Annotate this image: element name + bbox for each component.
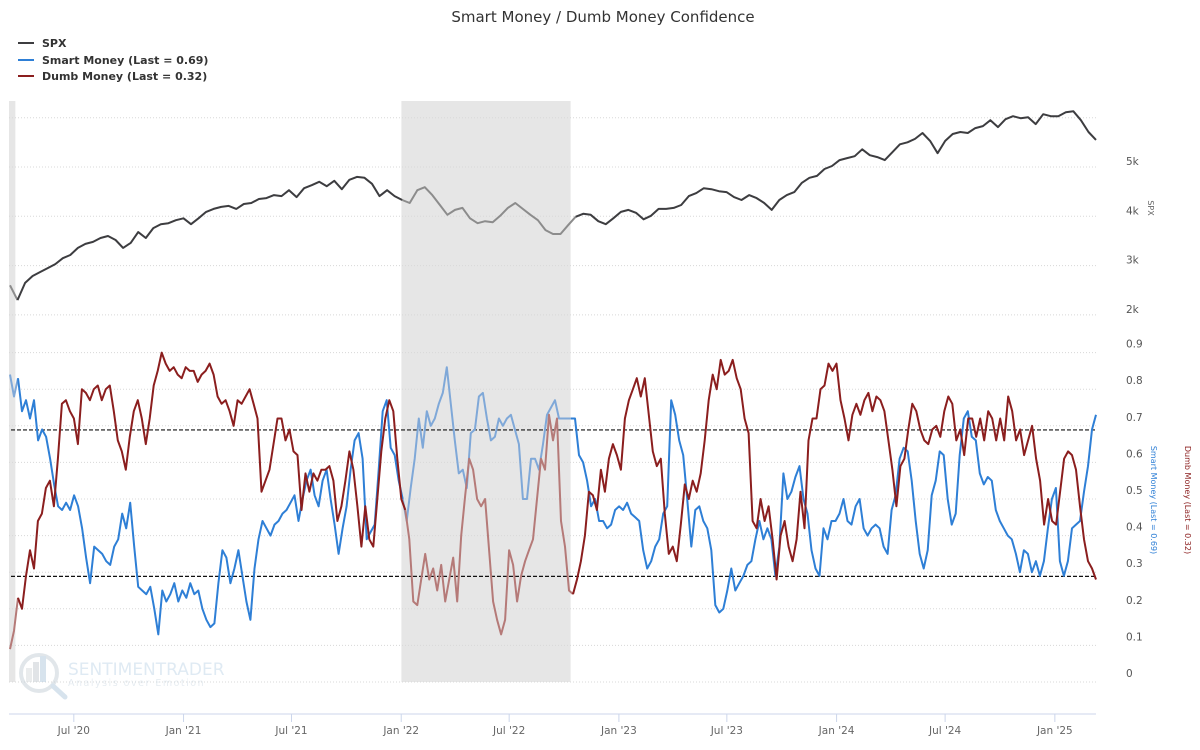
confidence-tick-label: 0.6 bbox=[1126, 448, 1143, 460]
x-tick-label: Jul '24 bbox=[928, 725, 962, 737]
logo-ring-icon bbox=[19, 653, 59, 693]
x-tick-label: Jan '23 bbox=[600, 725, 637, 737]
legend-item-spx[interactable]: SPX bbox=[18, 37, 67, 50]
confidence-tick-label: 0.4 bbox=[1126, 522, 1143, 534]
legend-item-smart-money[interactable]: Smart Money (Last = 0.69) bbox=[18, 54, 208, 67]
legend-item-dumb-money[interactable]: Dumb Money (Last = 0.32) bbox=[18, 70, 207, 83]
x-tick-label: Jan '25 bbox=[1036, 725, 1073, 737]
confidence-tick-label: 0.1 bbox=[1126, 631, 1143, 643]
series-line-dumb-shaded bbox=[404, 413, 574, 636]
series-line-spx bbox=[16, 175, 403, 301]
x-axis: Jul '20 Jan '21 Jul '21 Jan '22 Jul '22 Jan '… bbox=[9, 713, 1096, 737]
logo-bar-icon bbox=[40, 656, 46, 682]
spx-tick-label: 4k bbox=[1126, 205, 1140, 217]
series-line-dumb bbox=[17, 351, 407, 610]
series-layer bbox=[9, 110, 1097, 650]
spx-axis-title: SPX bbox=[1146, 200, 1155, 216]
watermark-brand: SENTIMENTRADER bbox=[68, 660, 225, 680]
legend: SPX Smart Money (Last = 0.69) Dumb Money… bbox=[18, 37, 208, 83]
x-tick-label: Jul '23 bbox=[710, 725, 743, 737]
series-line-spx bbox=[575, 110, 1097, 226]
logo-bar-icon bbox=[26, 668, 32, 682]
dumb-money-axis-title: Dumb Money (Last = 0.32) bbox=[1183, 446, 1192, 554]
x-tick-label: Jan '21 bbox=[165, 725, 202, 737]
spx-tick-label: 5k bbox=[1126, 156, 1140, 168]
x-tick-label: Jul '20 bbox=[57, 725, 90, 737]
x-tick-label: Jul '22 bbox=[492, 725, 525, 737]
watermark-logo: SENTIMENTRADER Analysis over Emotion bbox=[19, 653, 225, 700]
x-tick-label: Jul '21 bbox=[274, 725, 307, 737]
confidence-tick-label: 0.2 bbox=[1126, 595, 1143, 607]
spx-tick-label: 3k bbox=[1126, 255, 1140, 267]
legend-label-smart-money: Smart Money (Last = 0.69) bbox=[42, 54, 208, 67]
series-line-spx-shaded bbox=[9, 284, 19, 301]
spx-tick-label: 2k bbox=[1126, 304, 1140, 316]
shaded-periods bbox=[9, 101, 571, 682]
confidence-tick-label: 0.5 bbox=[1126, 485, 1143, 497]
reference-lines bbox=[11, 429, 1096, 577]
confidence-tick-label: 0 bbox=[1126, 668, 1133, 680]
chart-title: Smart Money / Dumb Money Confidence bbox=[451, 8, 754, 26]
series-line-smart bbox=[17, 378, 404, 636]
confidence-tick-label: 0.8 bbox=[1126, 375, 1143, 387]
logo-bar-icon bbox=[33, 662, 39, 682]
spx-gridlines bbox=[9, 117, 1096, 316]
series-line-dumb-shaded bbox=[9, 597, 19, 650]
watermark-tagline: Analysis over Emotion bbox=[68, 678, 205, 689]
series-line-smart bbox=[571, 399, 1097, 614]
series-line-spx-shaded bbox=[401, 186, 577, 235]
confidence-tick-label: 0.7 bbox=[1126, 412, 1143, 424]
x-tick-label: Jan '24 bbox=[818, 725, 855, 737]
confidence-tick-label: 0.9 bbox=[1126, 339, 1143, 351]
spx-axis: 2k 3k 4k 5k bbox=[1126, 156, 1140, 316]
series-line-dumb bbox=[572, 358, 1097, 595]
legend-label-dumb-money: Dumb Money (Last = 0.32) bbox=[42, 70, 207, 83]
confidence-tick-label: 0.3 bbox=[1126, 558, 1143, 570]
smart-money-axis-title: Smart Money (Last = 0.69) bbox=[1149, 446, 1158, 554]
x-tick-label: Jan '22 bbox=[382, 725, 419, 737]
confidence-axis: 0 0.1 0.2 0.3 0.4 0.5 0.6 0.7 0.8 0.9 bbox=[1126, 339, 1143, 680]
series-line-smart-shaded bbox=[9, 374, 19, 398]
confidence-gridlines bbox=[9, 352, 1096, 683]
legend-label-spx: SPX bbox=[42, 37, 67, 50]
logo-magnifier-icon bbox=[50, 683, 68, 700]
shaded-period bbox=[401, 101, 571, 682]
series-line-smart-shaded bbox=[401, 366, 571, 522]
